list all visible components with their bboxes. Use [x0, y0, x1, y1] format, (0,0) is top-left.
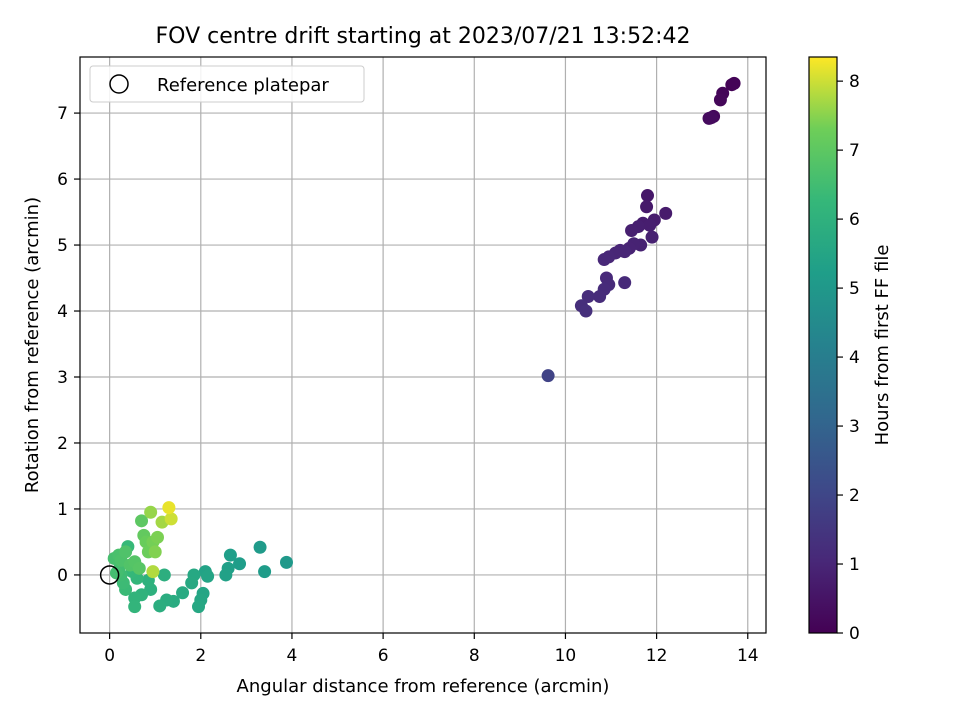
data-point [640, 189, 654, 203]
data-point [713, 93, 727, 107]
colorbar-tick-label: 5 [849, 279, 860, 299]
data-point [727, 76, 741, 90]
data-point [148, 545, 162, 559]
data-point [219, 568, 233, 582]
data-point [146, 565, 160, 579]
data-points [107, 76, 741, 614]
data-point [192, 600, 206, 614]
legend-box [89, 65, 365, 103]
data-point [618, 276, 632, 290]
data-point [201, 569, 215, 583]
data-point [153, 599, 167, 613]
y-tick-label: 1 [57, 500, 68, 520]
data-point [258, 565, 272, 579]
colorbar-tick-label: 7 [849, 141, 860, 161]
x-tick-label: 10 [555, 646, 577, 666]
colorbar [808, 56, 838, 634]
data-point [659, 206, 673, 220]
colorbar-tick-label: 0 [849, 624, 860, 644]
colorbar-tick-label: 6 [849, 210, 860, 230]
data-point [128, 600, 142, 614]
reference-platepar-marker [99, 565, 120, 585]
data-point [176, 586, 190, 600]
grid-lines [80, 57, 766, 633]
data-point [223, 548, 237, 562]
colorbar-tick-label: 1 [849, 555, 860, 575]
plot-frame [79, 56, 767, 634]
data-point [164, 512, 178, 526]
data-point [119, 545, 133, 559]
data-point [279, 555, 293, 569]
data-point [157, 568, 171, 582]
data-point [581, 290, 595, 304]
legend-reference-marker [109, 74, 129, 94]
y-tick-label: 2 [57, 434, 68, 454]
y-tick-label: 6 [57, 170, 68, 190]
y-axis-label: Rotation from reference (arcmin) [22, 197, 43, 493]
data-point [643, 218, 657, 232]
data-point [625, 224, 639, 238]
data-point [640, 200, 654, 214]
chart-title: FOV centre drift starting at 2023/07/21 … [156, 24, 691, 49]
colorbar-ticks: 0 1 2 3 4 5 6 7 8 [837, 72, 860, 644]
x-tick-label: 14 [737, 646, 759, 666]
data-point [253, 540, 267, 554]
colorbar-tick-label: 4 [849, 348, 860, 368]
legend: Reference platepar [89, 65, 365, 103]
x-tick-label: 0 [104, 646, 115, 666]
y-tick-label: 0 [57, 566, 68, 586]
data-point [593, 290, 607, 304]
colorbar-tick-label: 2 [849, 486, 860, 506]
data-point [109, 566, 123, 580]
data-point [541, 369, 555, 383]
x-axis-ticks: 0 2 4 6 8 10 12 14 [104, 633, 759, 666]
legend-label: Reference platepar [157, 75, 329, 96]
data-point [144, 505, 158, 519]
data-point [233, 557, 247, 571]
data-point [135, 514, 149, 528]
colorbar-label: Hours from first FF file [872, 245, 893, 446]
data-point [132, 561, 146, 575]
y-tick-label: 5 [57, 236, 68, 256]
data-point [185, 576, 199, 590]
y-tick-label: 3 [57, 368, 68, 388]
data-point [150, 530, 164, 544]
data-point [704, 111, 718, 125]
data-point [162, 501, 176, 515]
y-tick-label: 7 [57, 104, 68, 124]
data-point [579, 304, 593, 318]
y-tick-label: 4 [57, 302, 68, 322]
x-tick-label: 2 [195, 646, 206, 666]
y-axis-ticks: 0 1 2 3 4 5 6 7 [57, 104, 80, 586]
x-axis-label: Angular distance from reference (arcmin) [237, 676, 610, 697]
x-tick-label: 12 [646, 646, 668, 666]
colorbar-tick-label: 3 [849, 417, 860, 437]
data-point [618, 245, 632, 259]
data-point [597, 253, 611, 267]
data-point [645, 230, 659, 244]
x-tick-label: 6 [378, 646, 389, 666]
x-tick-label: 4 [287, 646, 298, 666]
colorbar-tick-label: 8 [849, 72, 860, 92]
x-tick-label: 8 [469, 646, 480, 666]
